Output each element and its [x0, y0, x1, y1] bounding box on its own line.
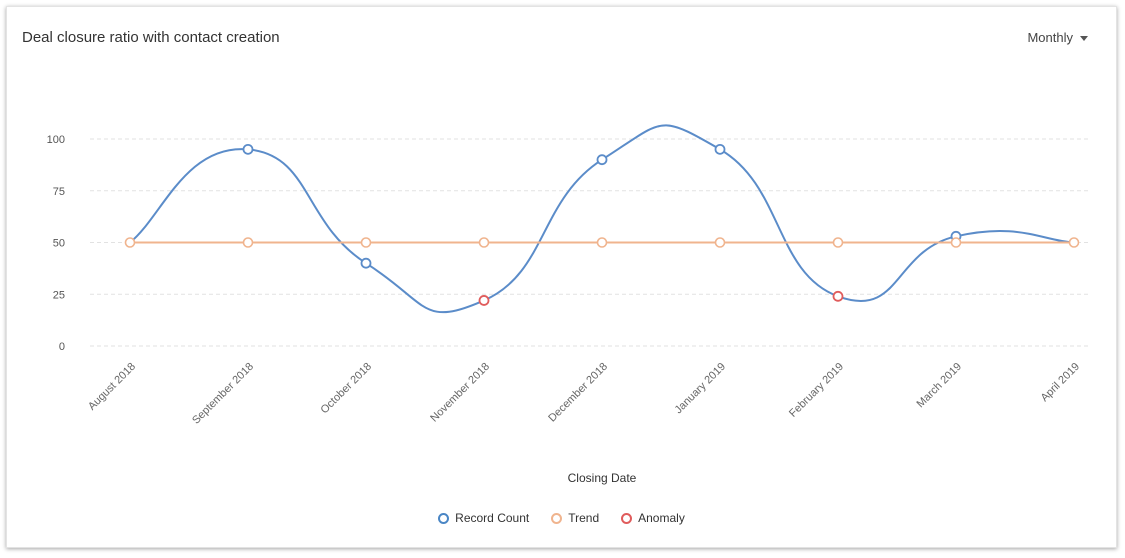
anomaly-point [478, 295, 490, 306]
legend-label: Record Count [455, 511, 530, 525]
period-dropdown[interactable]: Monthly [1027, 30, 1088, 45]
trend-point [478, 237, 490, 248]
trend-point [360, 237, 372, 248]
chart-title: Deal closure ratio with contact creation [22, 29, 280, 46]
x-tick-label: September 2018 [190, 361, 256, 427]
x-tick-label: March 2019 [915, 361, 965, 411]
trend-point [832, 237, 844, 248]
y-tick-label: 50 [53, 238, 65, 250]
trend-point [950, 237, 962, 248]
x-tick-label: October 2018 [319, 361, 375, 417]
x-axis-label: Closing Date [568, 471, 637, 485]
record-count-point [360, 257, 372, 269]
trend-point [596, 237, 608, 248]
trend-point [124, 237, 136, 248]
trend-series [124, 237, 1080, 248]
x-tick-label: November 2018 [428, 361, 492, 425]
trend-marker-icon [551, 512, 563, 524]
legend-item-record-count[interactable]: Record Count [438, 511, 529, 525]
trend-point [714, 237, 726, 248]
chevron-down-icon [1080, 35, 1088, 41]
anomaly-marker-icon [621, 512, 633, 524]
y-tick-label: 75 [53, 186, 65, 198]
x-axis-ticks: August 2018 September 2018 October 2018 Nov… [86, 361, 1082, 427]
trend-point [1068, 237, 1080, 248]
chart-card: Deal closure ratio with contact creation… [6, 6, 1117, 548]
anomaly-point [832, 290, 844, 302]
y-tick-label: 100 [47, 134, 65, 146]
legend: Record Count Trend Anomaly [7, 511, 1116, 525]
x-tick-label: February 2019 [787, 361, 846, 420]
record-count-point [714, 143, 726, 155]
x-tick-label: August 2018 [86, 361, 138, 413]
trend-point [242, 237, 254, 248]
record-count-point [596, 154, 608, 166]
legend-item-trend[interactable]: Trend [551, 511, 599, 525]
y-tick-label: 0 [59, 341, 65, 353]
record-count-marker-icon [438, 512, 450, 524]
x-tick-label: January 2019 [672, 361, 728, 417]
record-count-series [129, 124, 1075, 314]
y-axis-ticks: 0 25 50 75 100 [47, 134, 65, 353]
legend-label: Anomaly [638, 511, 685, 525]
record-count-point [242, 143, 254, 155]
period-label: Monthly [1027, 30, 1073, 45]
x-tick-label: December 2018 [546, 361, 610, 425]
y-tick-label: 25 [53, 289, 65, 301]
line-chart: 0 25 50 75 100 August 2018 September 2018 Octo… [47, 124, 1090, 485]
record-count-line [129, 124, 1075, 314]
legend-label: Trend [568, 511, 600, 525]
legend-item-anomaly[interactable]: Anomaly [621, 511, 685, 525]
x-tick-label: April 2019 [1039, 361, 1083, 405]
